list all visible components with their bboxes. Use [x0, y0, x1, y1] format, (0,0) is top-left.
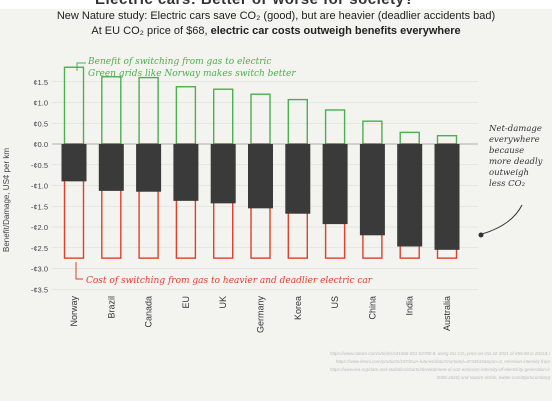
net-damage-line: more deadly — [489, 157, 543, 167]
net-bar — [98, 144, 124, 191]
subtitle-2-bold: electric car costs outweigh benefits eve… — [210, 25, 461, 37]
benefit-bar — [101, 76, 122, 145]
benefit-bar — [250, 93, 271, 145]
y-tick-label: -¢0.5 — [31, 161, 48, 170]
net-damage-line: Net-damage — [488, 124, 542, 134]
cost-annotation-line: Cost of switching from gas to heavier an… — [86, 276, 373, 286]
footnote-line-1: https://www.nature.com/articles/s41586-0… — [330, 351, 550, 356]
net-damage-line: because — [489, 146, 524, 156]
net-bar — [397, 144, 423, 247]
x-tick-label: India — [405, 296, 415, 316]
x-tick-label: US — [330, 296, 340, 309]
net-bar — [434, 144, 460, 250]
y-tick-label: -¢1.0 — [31, 182, 48, 191]
subtitle-1: New Nature study: Electric cars save CO₂… — [56, 10, 496, 22]
net-bar — [136, 144, 162, 192]
net-damage-arrow-dot — [478, 232, 484, 238]
benefit-bar — [324, 109, 346, 145]
source-footnote: https://www.nature.com/articles/s41586-0… — [330, 350, 550, 382]
y-tick-label: -¢3.5 — [31, 285, 48, 294]
x-tick-label: UK — [218, 296, 228, 309]
x-tick-label: Norway — [69, 296, 79, 327]
benefit-bar — [399, 131, 420, 145]
footnote-line-3: https://www.iea.org/data-and-statistics/… — [330, 367, 550, 372]
y-tick-label: ¢1.5 — [33, 78, 48, 87]
subtitle-2: At EU CO₂ price of $68, electric car cos… — [0, 25, 552, 37]
y-axis-label: Benefit/Damage, US¢ per km — [2, 148, 11, 252]
footnote-line-2: https://www.ifeoni.com/products/197/EUA-… — [335, 359, 550, 364]
benefit-bar — [212, 88, 234, 145]
benefit-annotation-line2: Green grids like Norway makes switch bet… — [88, 69, 296, 79]
x-tick-label: EU — [181, 296, 191, 309]
x-tick-label: Australia — [442, 296, 452, 331]
net-bar — [248, 144, 273, 209]
benefit-bar — [287, 98, 308, 145]
x-tick-label: Germany — [256, 296, 266, 334]
top-title-strip: Electric cars: Better or worse for socie… — [0, 0, 552, 9]
net-bar — [359, 144, 385, 236]
benefit-bar — [436, 134, 458, 145]
benefit-bar — [362, 120, 383, 145]
net-bar — [322, 144, 348, 225]
cost-annotation-arrow — [75, 262, 83, 280]
x-tick-label: Brazil — [106, 296, 116, 319]
net-bar — [61, 144, 87, 182]
y-tick-label: ¢0.5 — [33, 119, 48, 128]
y-tick-label: -¢3.0 — [31, 265, 48, 274]
net-damage-line: outweigh — [489, 168, 529, 178]
benefit-annotation-arrow — [76, 62, 86, 71]
footnote-line-4: 2000-2020) and Nature article, twitter.c… — [436, 375, 550, 380]
y-tick-label: -¢1.5 — [31, 202, 48, 211]
subtitle-2-prefix: At EU CO₂ price of $68, — [91, 25, 211, 37]
benefit-bar — [138, 76, 159, 145]
y-tick-label: ¢0.0 — [33, 140, 48, 149]
net-bar — [285, 144, 311, 214]
y-tick-label: ¢1.0 — [33, 99, 48, 108]
net-damage-line: everywhere — [489, 135, 540, 145]
x-tick-label: China — [367, 296, 377, 320]
top-title-fragment: Electric cars: Better or worse for socie… — [95, 0, 414, 8]
benefit-bar — [63, 66, 85, 145]
x-tick-label: Canada — [144, 296, 154, 328]
axis-layer: ¢1.5 ¢1.0 ¢0.5 ¢0.0 -¢0.5 -¢1.0 -¢1.5 -¢2.0 -¢2.… — [31, 78, 452, 333]
net-damage-arrow — [481, 204, 523, 235]
benefit-bar — [175, 86, 197, 145]
x-tick-label: Korea — [293, 296, 303, 320]
net-damage-line: less CO₂ — [489, 179, 526, 189]
net-bar — [173, 144, 199, 201]
y-tick-label: -¢2.0 — [31, 223, 48, 232]
bar-layer — [61, 66, 460, 259]
benefit-annotation-line1: Benefit of switching from gas to electri… — [87, 57, 271, 67]
y-tick-label: -¢2.5 — [31, 244, 48, 253]
net-bar — [210, 144, 236, 204]
